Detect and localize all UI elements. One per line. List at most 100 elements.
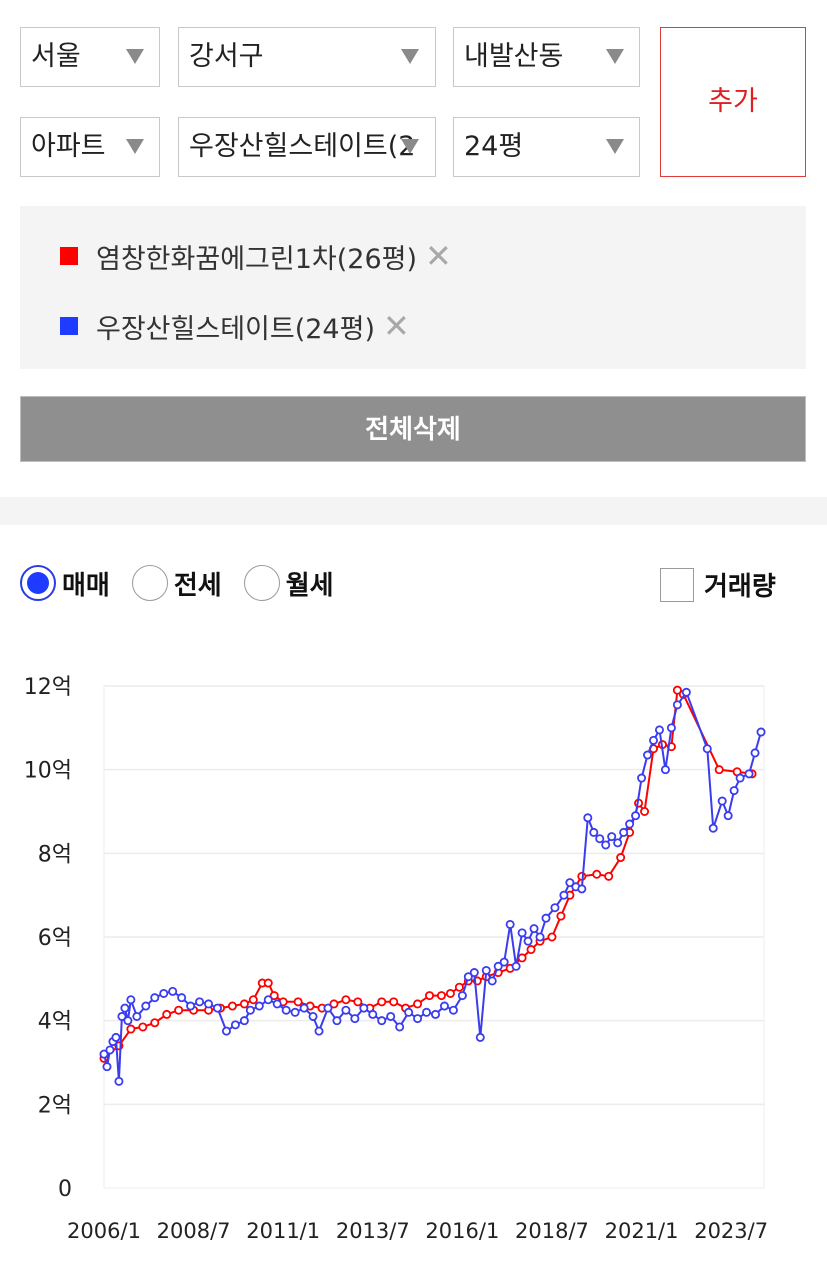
data-point[interactable] [395, 1022, 405, 1032]
data-point[interactable] [353, 997, 363, 1007]
close-icon[interactable]: ✕ [425, 237, 452, 275]
data-point[interactable] [308, 1011, 318, 1021]
data-point[interactable] [454, 982, 464, 992]
data-point[interactable] [430, 1009, 440, 1019]
data-point[interactable] [404, 1007, 414, 1017]
data-point[interactable] [672, 700, 682, 710]
data-point[interactable] [523, 936, 533, 946]
data-point[interactable] [102, 1062, 112, 1072]
data-point[interactable] [735, 773, 745, 783]
data-point[interactable] [681, 687, 691, 697]
data-point[interactable] [299, 1003, 309, 1013]
data-point[interactable] [637, 773, 647, 783]
data-point[interactable] [290, 1007, 300, 1017]
data-point[interactable] [281, 1005, 291, 1015]
data-point[interactable] [248, 995, 258, 1005]
city-select[interactable]: 서울 [20, 27, 160, 87]
data-point[interactable] [123, 1016, 133, 1026]
data-point[interactable] [654, 725, 664, 735]
data-point[interactable] [714, 765, 724, 775]
data-point[interactable] [565, 878, 575, 888]
data-point[interactable] [526, 945, 536, 955]
data-point[interactable] [613, 838, 623, 848]
complex-select[interactable]: 우장산힐스테이트(2 [178, 117, 436, 177]
data-point[interactable] [607, 832, 617, 842]
data-point[interactable] [717, 796, 727, 806]
data-point[interactable] [413, 1014, 423, 1024]
data-point[interactable] [221, 1026, 231, 1036]
data-point[interactable] [293, 997, 303, 1007]
district-select[interactable]: 강서구 [178, 27, 436, 87]
data-point[interactable] [439, 1001, 449, 1011]
data-point[interactable] [359, 1003, 369, 1013]
data-point[interactable] [672, 685, 682, 695]
data-point[interactable] [517, 953, 527, 963]
data-point[interactable] [511, 961, 521, 971]
data-point[interactable] [577, 884, 587, 894]
data-point[interactable] [756, 727, 766, 737]
data-point[interactable] [377, 997, 387, 1007]
data-point[interactable] [269, 991, 279, 1001]
size-select[interactable]: 24평 [453, 117, 640, 177]
data-point[interactable] [168, 986, 178, 996]
data-point[interactable] [422, 1007, 432, 1017]
data-point[interactable] [640, 806, 650, 816]
data-point[interactable] [254, 1001, 264, 1011]
data-point[interactable] [631, 811, 641, 821]
data-point[interactable] [649, 735, 659, 745]
data-point[interactable] [239, 999, 249, 1009]
data-point[interactable] [493, 961, 503, 971]
radio-jeonse[interactable]: 전세 [131, 565, 222, 602]
data-point[interactable] [643, 750, 653, 760]
data-point[interactable] [350, 1014, 360, 1024]
data-point[interactable] [475, 1032, 485, 1042]
data-point[interactable] [138, 1022, 148, 1032]
property-type-select[interactable]: 아파트 [20, 117, 160, 177]
data-point[interactable] [341, 995, 351, 1005]
data-point[interactable] [263, 995, 273, 1005]
data-point[interactable] [445, 988, 455, 998]
data-point[interactable] [702, 744, 712, 754]
data-point[interactable] [595, 834, 605, 844]
data-point[interactable] [583, 813, 593, 823]
data-point[interactable] [341, 1005, 351, 1015]
data-point[interactable] [547, 932, 557, 942]
data-point[interactable] [323, 1003, 333, 1013]
data-point[interactable] [195, 997, 205, 1007]
data-point[interactable] [126, 995, 136, 1005]
data-point[interactable] [368, 1009, 378, 1019]
radio-sale[interactable]: 매매 [20, 565, 110, 602]
data-point[interactable] [332, 1016, 342, 1026]
data-point[interactable] [159, 988, 169, 998]
data-point[interactable] [263, 978, 273, 988]
data-point[interactable] [177, 993, 187, 1003]
data-point[interactable] [481, 965, 491, 975]
data-point[interactable] [469, 968, 479, 978]
data-point[interactable] [601, 840, 611, 850]
data-point[interactable] [708, 823, 718, 833]
data-point[interactable] [487, 976, 497, 986]
radio-monthly-rent[interactable]: 월세 [243, 565, 334, 602]
data-point[interactable] [499, 957, 509, 967]
data-point[interactable] [230, 1020, 240, 1030]
data-point[interactable] [204, 999, 214, 1009]
data-point[interactable] [457, 991, 467, 1001]
data-point[interactable] [329, 999, 339, 1009]
data-point[interactable] [505, 919, 515, 929]
data-point[interactable] [541, 913, 551, 923]
data-point[interactable] [141, 1001, 151, 1011]
data-point[interactable] [592, 869, 602, 879]
data-point[interactable] [729, 786, 739, 796]
data-point[interactable] [660, 765, 670, 775]
delete-all-button[interactable]: 전체삭제 [20, 396, 806, 462]
data-point[interactable] [448, 1005, 458, 1015]
data-point[interactable] [99, 1049, 109, 1059]
data-point[interactable] [132, 1011, 142, 1021]
data-point[interactable] [425, 991, 435, 1001]
data-point[interactable] [559, 890, 569, 900]
data-point[interactable] [120, 1003, 130, 1013]
data-point[interactable] [150, 993, 160, 1003]
data-point[interactable] [111, 1032, 121, 1042]
data-point[interactable] [377, 1016, 387, 1026]
data-point[interactable] [386, 1011, 396, 1021]
